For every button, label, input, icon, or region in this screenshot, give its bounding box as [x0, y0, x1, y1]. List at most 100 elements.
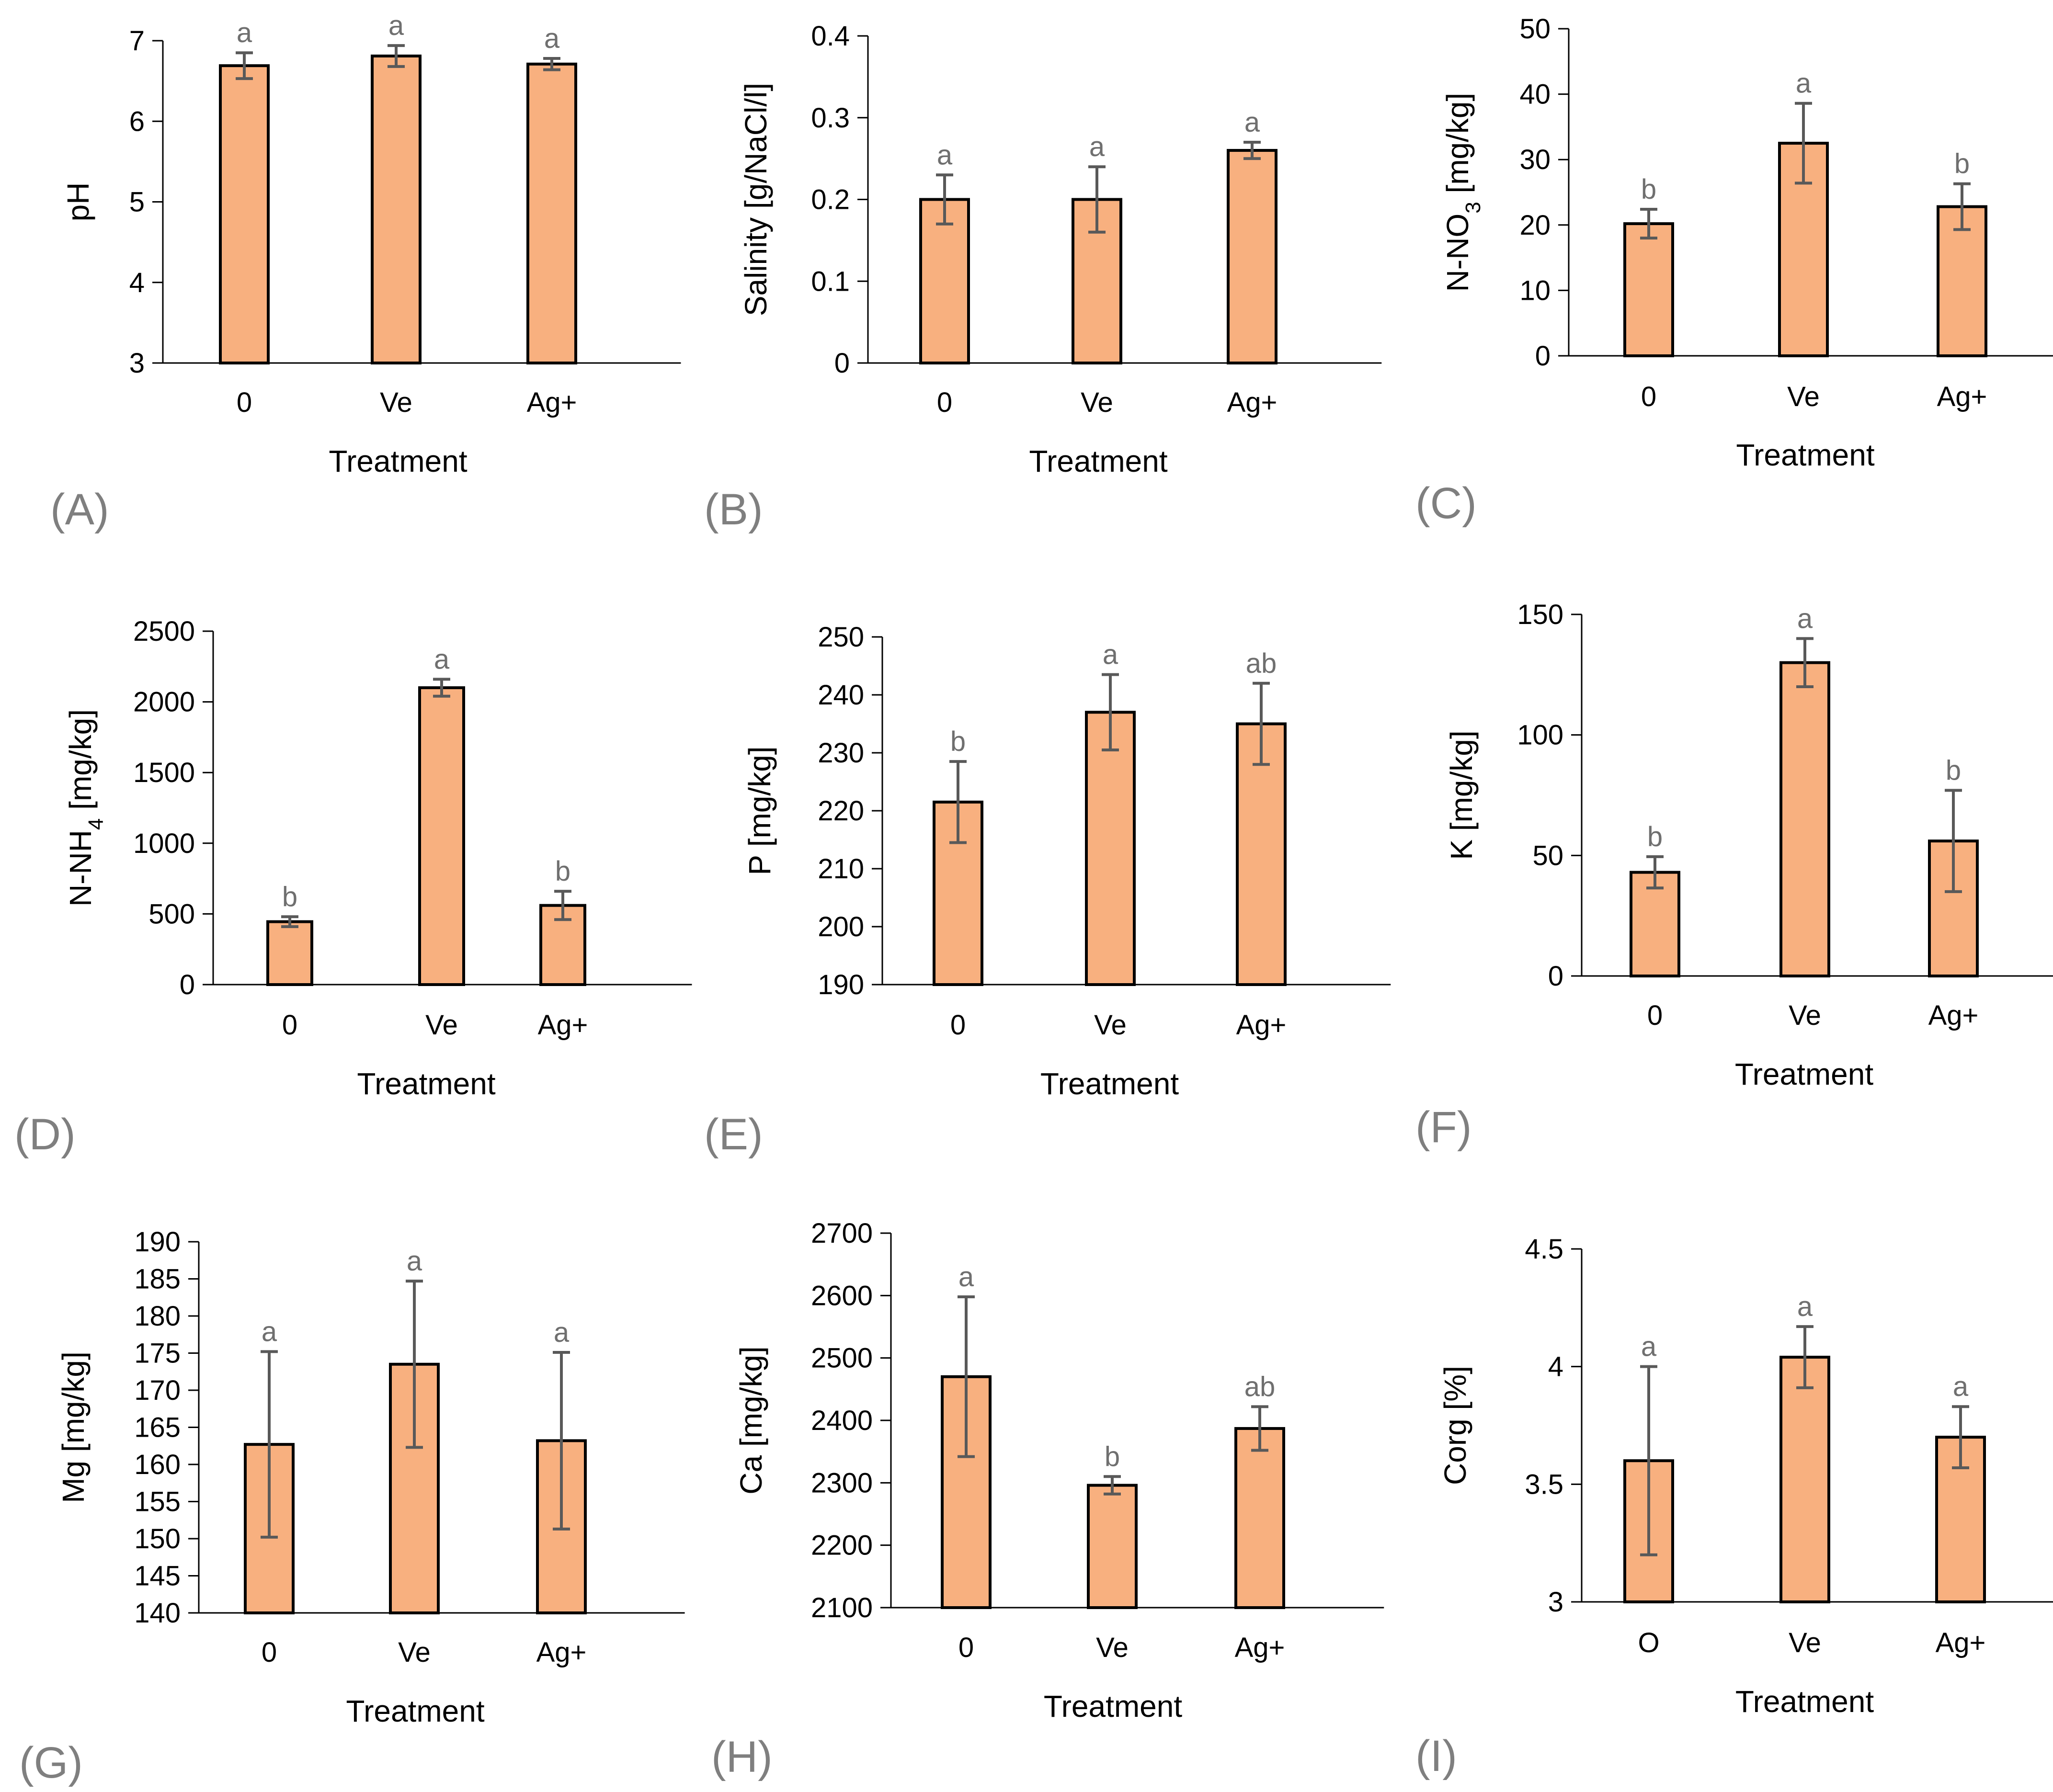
x-tick-label: Ve — [398, 1637, 431, 1668]
error-bar — [281, 915, 298, 928]
error-bar — [553, 1350, 570, 1531]
y-tick-label: 2500 — [133, 616, 195, 647]
bar — [919, 198, 970, 364]
y-tick-label: 0 — [1548, 961, 1563, 992]
error-bar — [1796, 637, 1813, 688]
bar — [1937, 205, 1987, 357]
y-tick-label: 2100 — [811, 1592, 873, 1623]
significance-letter: ab — [1246, 648, 1277, 679]
x-axis-title: Treatment — [1040, 1066, 1179, 1101]
y-tick-label: 2200 — [811, 1530, 873, 1561]
y-tick-label: 2500 — [811, 1343, 873, 1374]
x-axis-title: Treatment — [357, 1066, 496, 1101]
x-tick-label: O — [1638, 1627, 1659, 1658]
significance-letter: b — [282, 881, 297, 912]
y-tick-label: 2600 — [811, 1280, 873, 1311]
x-tick-label: 0 — [950, 1009, 966, 1041]
y-tick-label: 3 — [1548, 1587, 1563, 1618]
bar — [1087, 1484, 1138, 1609]
x-tick-label: Ag+ — [536, 1637, 587, 1668]
error-bar — [1251, 1405, 1268, 1452]
y-tick-label: 200 — [818, 911, 864, 942]
y-tick-label: 4 — [129, 267, 145, 298]
significance-letter: a — [1953, 1371, 1969, 1402]
x-tick-label: 0 — [1647, 1000, 1663, 1031]
y-tick-label: 190 — [134, 1226, 181, 1258]
y-tick-label: 1500 — [133, 757, 195, 788]
error-bar — [406, 1280, 423, 1449]
y-tick-label: 0 — [834, 348, 850, 379]
x-tick-label: 0 — [958, 1632, 974, 1663]
x-axis-title: Treatment — [1029, 444, 1168, 478]
y-tick-label: 0.3 — [811, 102, 850, 134]
significance-letter: ab — [1244, 1371, 1276, 1402]
significance-letter: a — [434, 644, 450, 675]
y-tick-label: 240 — [818, 680, 864, 711]
y-tick-label: 30 — [1519, 144, 1551, 175]
error-bar — [958, 1295, 975, 1458]
x-tick-label: 0 — [282, 1009, 297, 1041]
x-tick-label: Ve — [1789, 1000, 1821, 1031]
y-tick-label: 500 — [148, 898, 195, 930]
y-tick-label: 5 — [129, 187, 145, 218]
significance-letter: a — [1103, 639, 1118, 670]
significance-letter: b — [1105, 1441, 1120, 1472]
y-tick-label: 50 — [1532, 840, 1563, 871]
bar — [1234, 1427, 1285, 1610]
y-tick-label: 190 — [818, 969, 864, 1000]
y-tick-label: 220 — [818, 795, 864, 827]
y-axis-title: Corg [%] — [1438, 1366, 1472, 1485]
x-tick-label: Ve — [380, 387, 412, 418]
error-bar — [554, 890, 571, 921]
y-tick-label: 250 — [818, 622, 864, 653]
y-axis-title: N-NO3 [mg/kg] — [1440, 93, 1485, 292]
significance-letter: b — [1641, 174, 1656, 205]
significance-letter: a — [958, 1261, 974, 1293]
y-tick-label: 7 — [129, 25, 145, 57]
x-tick-label: Ag+ — [1928, 1000, 1979, 1031]
y-axis-title: K [mg/kg] — [1444, 730, 1479, 860]
y-tick-label: 4.5 — [1525, 1234, 1563, 1265]
x-tick-label: Ve — [1787, 381, 1820, 412]
x-tick-label: Ve — [425, 1009, 458, 1041]
error-bar — [1104, 1475, 1121, 1496]
error-bar — [1795, 102, 1812, 185]
x-tick-label: Ag+ — [1936, 1627, 1986, 1658]
x-tick-label: Ve — [1081, 387, 1113, 418]
y-tick-label: 0.4 — [811, 21, 850, 52]
y-tick-label: 2700 — [811, 1218, 873, 1249]
error-bar — [1640, 1365, 1657, 1556]
x-tick-label: 0 — [262, 1637, 277, 1668]
x-tick-label: 0 — [937, 387, 952, 418]
x-axis-title: Treatment — [329, 444, 468, 478]
y-tick-label: 20 — [1519, 210, 1551, 241]
panel-label: (H) — [711, 1733, 773, 1781]
y-tick-label: 6 — [129, 106, 145, 137]
y-axis-title: N-NH4 [mg/kg] — [63, 709, 108, 907]
y-tick-label: 210 — [818, 853, 864, 885]
error-bar — [1646, 855, 1664, 890]
significance-letter: a — [388, 10, 404, 41]
y-tick-label: 10 — [1519, 275, 1551, 306]
error-bar — [1102, 673, 1119, 751]
x-tick-label: Ag+ — [1236, 1009, 1287, 1041]
x-tick-label: Ag+ — [527, 387, 577, 418]
y-tick-label: 160 — [134, 1449, 181, 1480]
y-axis-title: P [mg/kg] — [742, 746, 777, 875]
y-tick-label: 3.5 — [1525, 1469, 1563, 1500]
significance-letter: b — [1647, 821, 1663, 852]
significance-letter: a — [262, 1316, 277, 1347]
y-tick-label: 180 — [134, 1301, 181, 1332]
significance-letter: a — [1797, 603, 1813, 634]
x-axis-title: Treatment — [1735, 1057, 1874, 1091]
x-axis-title: Treatment — [1044, 1689, 1183, 1724]
y-tick-label: 175 — [134, 1338, 181, 1369]
x-tick-label: Ag+ — [1937, 381, 1987, 412]
y-tick-label: 150 — [1517, 599, 1563, 630]
y-tick-label: 150 — [134, 1523, 181, 1554]
